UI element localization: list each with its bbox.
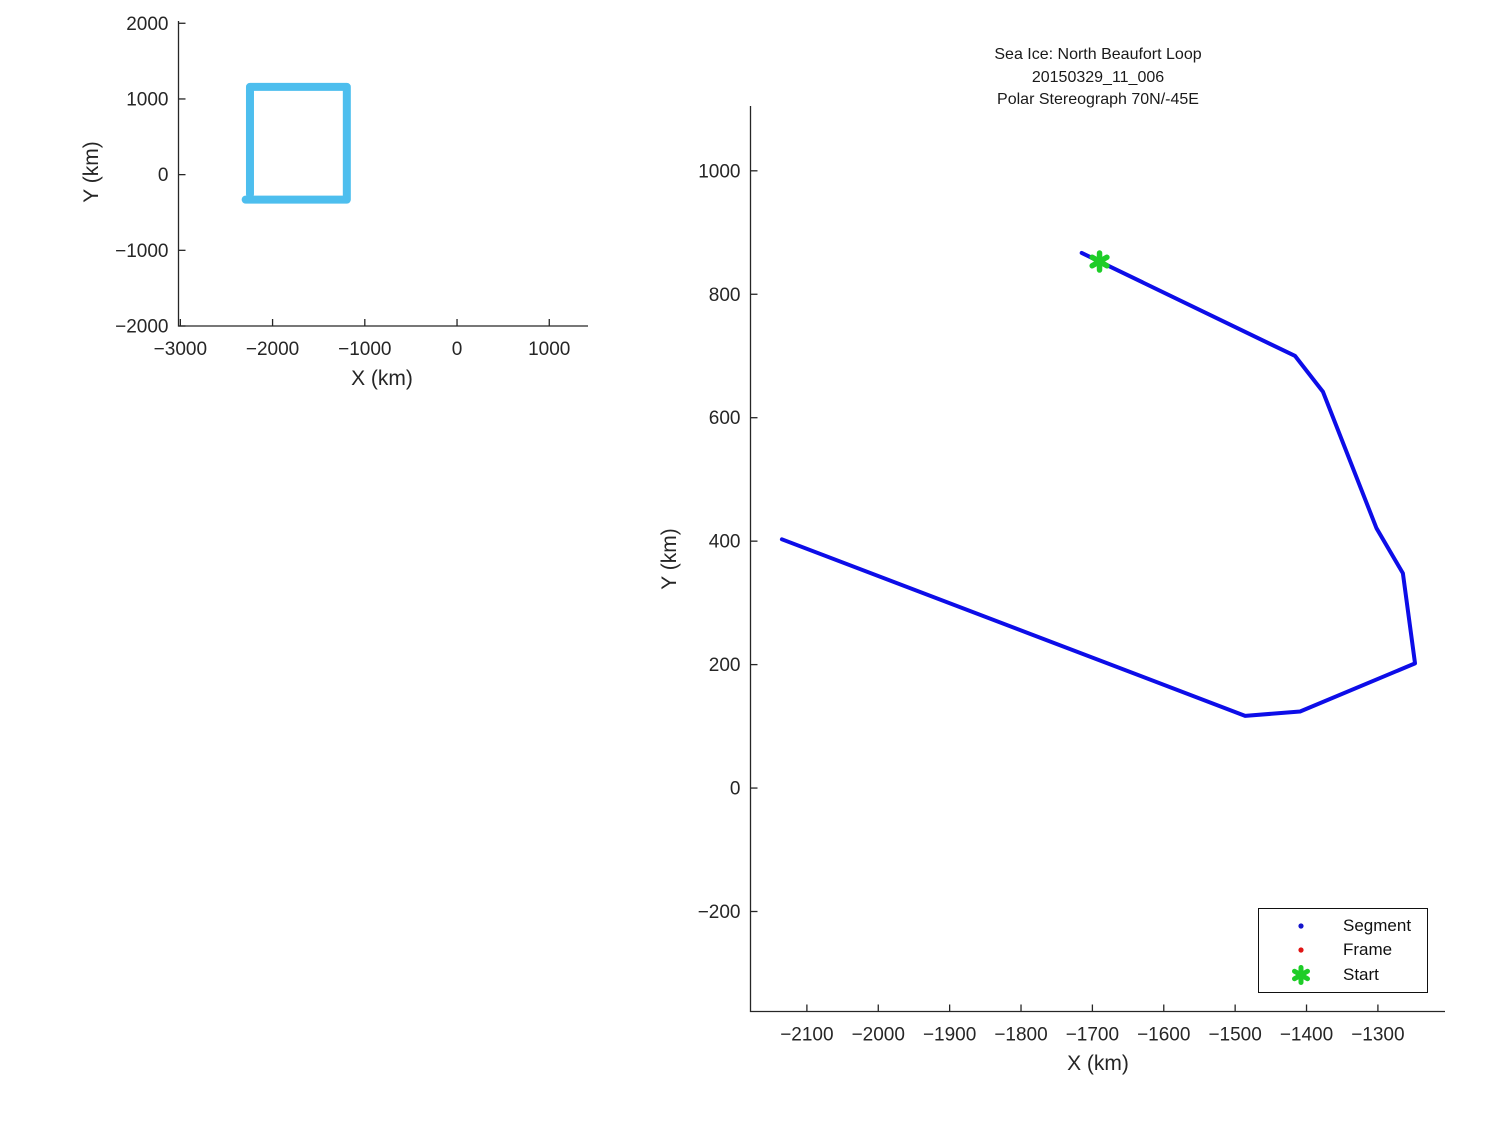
coverage-outline [241, 82, 351, 204]
legend-row-segment: Segment [1259, 914, 1427, 938]
x-tick-label: −2000 [852, 1025, 905, 1046]
frame-dot-icon [1259, 946, 1343, 954]
x-tick-label: 1000 [528, 339, 570, 360]
trajectory-xaxis-label: X (km) [1067, 1052, 1129, 1075]
x-tick-label: −1500 [1208, 1025, 1261, 1046]
y-tick-label: −200 [698, 902, 741, 923]
y-tick-label: 2000 [126, 14, 168, 35]
x-tick-label: −1700 [1066, 1025, 1119, 1046]
y-tick-label: 200 [709, 655, 741, 676]
legend-box: Segment Frame Start [1258, 908, 1428, 993]
x-tick-label: −1300 [1351, 1025, 1404, 1046]
y-tick-label: 0 [158, 165, 169, 186]
y-tick-label: 400 [709, 532, 741, 553]
plot-title-line-3: Polar Stereograph 70N/-45E [997, 91, 1199, 108]
y-tick-label: 1000 [698, 161, 740, 182]
legend-label-segment: Segment [1343, 916, 1412, 936]
overview-xaxis-label: X (km) [351, 367, 413, 390]
y-tick-label: 1000 [126, 89, 168, 110]
x-tick-label: −1400 [1280, 1025, 1333, 1046]
y-tick-label: −2000 [115, 317, 168, 338]
x-tick-label: −1600 [1137, 1025, 1190, 1046]
plot-title-line-2: 20150329_11_006 [1031, 69, 1165, 86]
x-tick-label: 0 [452, 339, 463, 360]
y-tick-label: 800 [709, 285, 741, 306]
segment-track [779, 250, 1418, 718]
legend-label-frame: Frame [1343, 940, 1393, 960]
y-tick-label: 0 [730, 779, 741, 800]
axis-spines [177, 21, 588, 327]
sea-ice-trajectory-plot: −2100 −2000 −1900 −1800 −1700 −1600 −1500 −1400… [698, 106, 1445, 1046]
axis-spines [749, 106, 1445, 1013]
legend-row-start: Start [1259, 963, 1427, 987]
plot-title-line-1: Sea Ice: North Beaufort Loop [994, 46, 1202, 63]
legend-label-start: Start [1343, 964, 1379, 984]
x-tick-label: −1900 [923, 1025, 976, 1046]
legend-row-frame: Frame [1259, 938, 1427, 962]
x-tick-label: −1000 [338, 339, 391, 360]
trajectory-yaxis-label: Y (km) [658, 528, 681, 590]
overview-yaxis-label: Y (km) [80, 141, 103, 203]
y-tick-label: 600 [709, 408, 741, 429]
x-tick-label: −3000 [154, 339, 207, 360]
x-tick-label: −2000 [246, 339, 299, 360]
y-tick-label: −1000 [115, 241, 168, 262]
x-tick-label: −1800 [994, 1025, 1047, 1046]
segment-dot-icon [1259, 922, 1343, 930]
start-marker [1089, 250, 1110, 273]
x-tick-label: −2100 [780, 1025, 833, 1046]
start-asterisk-icon [1259, 964, 1343, 985]
